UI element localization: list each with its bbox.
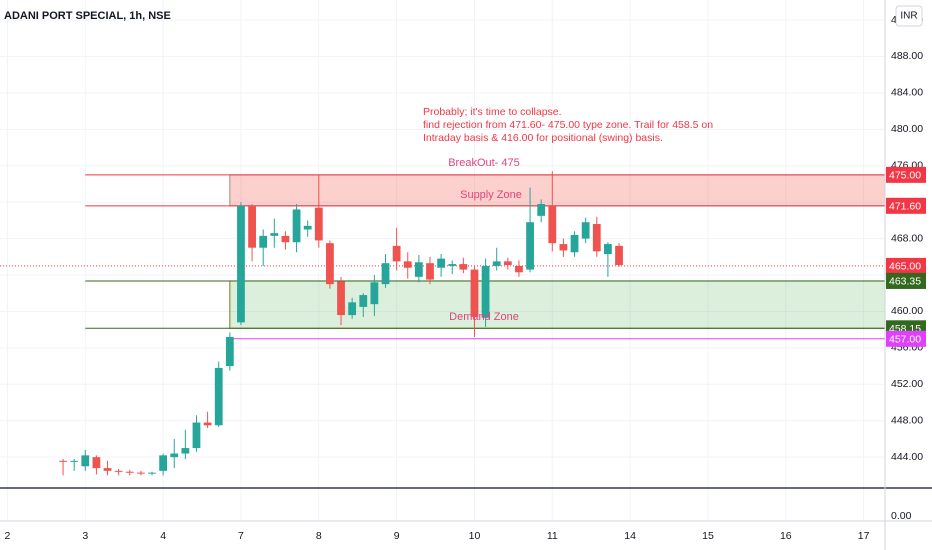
y-tick-label: 488.00 (891, 50, 923, 62)
candle-body (136, 472, 145, 474)
candle-body (70, 460, 79, 462)
x-tick-label: 8 (316, 530, 322, 542)
candle-body (392, 245, 401, 262)
candle-body (92, 457, 101, 469)
candle-body (170, 453, 179, 458)
candle-body (548, 205, 557, 244)
candle-body (592, 224, 601, 252)
candle-body (192, 422, 201, 449)
candle-body (303, 225, 312, 230)
x-tick-label: 11 (547, 530, 558, 542)
y-tick-label: 484.00 (891, 87, 923, 99)
candle-body (370, 282, 379, 305)
price-tag (886, 197, 926, 214)
x-tick-label: 17 (858, 530, 870, 542)
zone (229, 280, 886, 329)
candle-body (426, 263, 434, 280)
candle-body (81, 455, 90, 467)
x-tick-label: 16 (780, 530, 792, 542)
candle-body (559, 244, 568, 251)
candle-body (314, 207, 323, 241)
annotation: find rejection from 471.60- 475.00 type … (423, 119, 713, 131)
price-tag-label: 457.00 (889, 334, 921, 346)
candle-body (159, 455, 168, 471)
candle-body (459, 264, 468, 270)
price-tag (886, 257, 926, 274)
candle-body (526, 222, 534, 270)
candle-body (270, 233, 279, 236)
candle-body (615, 245, 623, 266)
candle-body (570, 234, 579, 253)
breakout-label: BreakOut- 475 (448, 157, 520, 169)
x-tick-label: 15 (702, 530, 714, 542)
candle-body (537, 203, 546, 216)
grid (0, 0, 885, 520)
candle-body (214, 367, 223, 426)
candle-body (326, 243, 334, 285)
price-tag (886, 166, 926, 183)
candle-body (281, 235, 290, 243)
candle-body (181, 448, 190, 454)
y-tick-label: 460.00 (891, 305, 923, 317)
x-tick-label: 2 (5, 530, 11, 542)
candle-body (503, 261, 512, 266)
candle-body (225, 336, 234, 367)
zone-label: Supply Zone (460, 189, 522, 201)
annotation: Probably; it's time to collapse. (423, 106, 562, 118)
candle-body (203, 422, 212, 426)
price-tag (886, 272, 926, 289)
candle-body (114, 470, 123, 472)
y-bottom-label: 0.00 (891, 510, 912, 522)
price-tag (886, 330, 926, 347)
candle-body (59, 460, 67, 462)
candle-body (337, 281, 345, 316)
y-tick-label: 480.00 (891, 123, 923, 135)
candle-body (103, 468, 112, 471)
zone-label: Demand Zone (449, 311, 519, 323)
x-tick-label: 10 (469, 530, 481, 542)
candle-body (237, 205, 245, 323)
y-tick-label: 452.00 (891, 378, 923, 390)
price-tag-label: 463.35 (889, 276, 921, 288)
candle-body (359, 295, 368, 307)
currency-button[interactable] (895, 5, 923, 27)
currency-label[interactable]: INR (900, 11, 917, 22)
candle-body (604, 244, 612, 255)
candle-body (492, 261, 501, 266)
annotation: Intraday basis & 416.00 for positional (… (423, 132, 663, 144)
x-tick-label: 7 (238, 530, 244, 542)
candle-body (248, 205, 256, 248)
price-tag-label: 475.00 (889, 170, 921, 182)
x-tick-label: 14 (624, 530, 636, 542)
y-tick-label: 448.00 (891, 415, 923, 427)
price-tag-label: 471.60 (889, 201, 921, 213)
candle-body (414, 262, 423, 277)
candle-body (259, 235, 268, 248)
x-tick-label: 9 (394, 530, 400, 542)
candle-body (403, 261, 412, 268)
candle-body (381, 263, 390, 285)
y-tick-label: 468.00 (891, 232, 923, 244)
x-tick-label: 4 (160, 530, 166, 542)
candle-body (148, 472, 156, 474)
y-tick-label: 444.00 (891, 451, 923, 463)
candle-body (437, 258, 446, 268)
axes: 492.00488.00484.00480.00476.00472.00468.… (5, 14, 926, 542)
candles (59, 171, 623, 476)
candle-body (125, 471, 134, 473)
chart-title: ADANI PORT SPECIAL, 1h, NSE (4, 10, 171, 22)
candle-body (515, 265, 523, 273)
candle-body (292, 209, 301, 243)
candle-body (448, 264, 457, 266)
candle-body (348, 302, 357, 316)
price-tag-label: 465.00 (889, 261, 921, 273)
candle-body (581, 222, 590, 239)
x-tick-label: 3 (82, 530, 88, 542)
candle-body (470, 269, 479, 317)
candle-body (481, 265, 490, 318)
zone (229, 174, 886, 207)
